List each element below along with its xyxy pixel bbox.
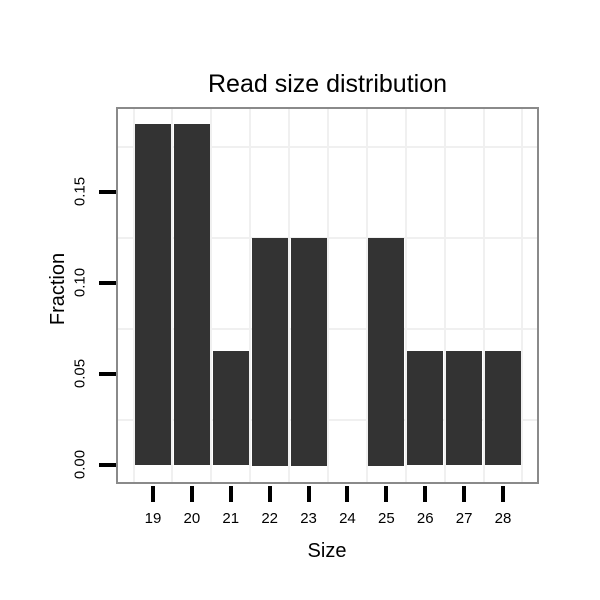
minor-gridline-vertical [443,109,446,482]
x-tick-label: 20 [183,510,201,527]
y-tick-label: 0.10 [71,267,89,298]
minor-gridline-vertical [210,109,213,482]
y-tick-label: 0.15 [71,176,89,207]
x-axis-tick [462,486,467,502]
y-axis-title: Fraction [47,252,69,326]
y-axis-tick [99,372,116,376]
x-tick-label: 27 [455,510,473,527]
bar-size-22 [251,237,288,466]
x-tick-label: 19 [144,510,162,527]
minor-gridline-horizontal [118,236,537,239]
bar-size-21 [212,351,249,466]
bar-size-28 [485,351,521,466]
minor-gridline-vertical [521,109,524,482]
x-tick-label: 24 [339,510,356,527]
minor-gridline-vertical [404,109,407,482]
x-axis-tick [501,486,505,502]
x-tick-label: 28 [494,510,512,527]
minor-gridline-horizontal [118,327,537,330]
x-tick-label: 23 [300,510,317,527]
y-tick-label: 0.05 [71,358,89,389]
x-axis-tick [228,486,233,502]
minor-gridline-vertical [249,109,252,482]
minor-gridline-vertical [327,109,329,482]
y-axis-tick [99,463,116,467]
x-axis-tick [151,486,155,502]
x-axis-title: Size [307,540,347,562]
bar-size-25 [368,237,405,466]
minor-gridline-horizontal [118,145,537,148]
x-tick-label: 25 [377,510,395,527]
plot-panel [116,107,539,484]
bar-size-20 [173,123,210,465]
minor-gridline-vertical [132,109,135,482]
y-axis-tick [99,190,116,194]
x-axis-tick [306,486,311,502]
minor-gridline-vertical [365,109,368,482]
bar-size-19 [135,123,171,465]
x-axis-tick [384,486,389,502]
minor-gridline-vertical [171,109,174,482]
minor-gridline-vertical [288,109,291,482]
y-axis-tick [99,281,116,285]
x-axis-tick [189,486,194,502]
chart-title: Read size distribution [207,70,447,98]
x-axis-tick [423,486,428,502]
x-axis-tick [345,486,350,502]
bar-size-23 [290,237,327,466]
x-axis-tick [267,486,272,502]
y-tick-label: 0.00 [71,449,89,480]
minor-gridline-vertical [482,109,485,482]
bar-size-26 [407,351,444,466]
bar-size-27 [446,351,483,466]
x-tick-label: 26 [416,510,434,527]
x-tick-label: 21 [222,510,240,527]
x-tick-label: 22 [261,510,278,527]
minor-gridline-horizontal [118,418,537,421]
